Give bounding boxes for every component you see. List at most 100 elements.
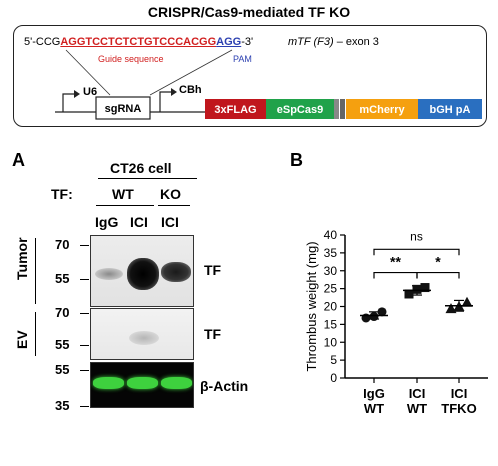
y-tick-label: 10 [324,335,338,349]
figure-title: CRISPR/Cas9-mediated TF KO [147,4,351,20]
band-tumor-igg [95,268,123,280]
gene-label: mTF (F3) – exon 3 [288,36,379,48]
cell-line-label: CT26 cell [110,160,172,176]
marker-actin-35: 35 [55,398,70,413]
marker-tick [80,345,89,346]
marker-tick [80,406,89,407]
sgrna-label: sgRNA [105,103,142,115]
cassette-label-espcas9: eSpCas9 [277,104,323,116]
data-point-square [420,283,430,293]
cassette-3xflag [205,99,266,119]
tf-genotype-label: TF: [51,186,73,202]
construct-box [13,25,487,127]
x-tick-label: ICI [451,386,468,401]
cbh-label: CBh [179,84,202,96]
construct-diagram: U6 sgRNA CBh 3xFLAG eSpCas9 mCherry bGH … [55,49,482,120]
bracket-line-right [149,49,233,96]
significance-igg-vs-ici-bracket [373,271,418,279]
lane-label-1: IgG [95,214,119,230]
protein-label-actin: β-Actin [200,378,249,394]
guide-label: Guide sequence [98,54,164,64]
protein-label-tumor: TF [204,262,222,278]
cassette-mcherry [346,99,418,119]
data-point-triangle [461,296,473,307]
data-point-circle [369,312,379,322]
seq-prefix: 5'-CCG [24,36,61,48]
y-tick-label: 40 [324,228,338,242]
u6-arrowhead-icon [74,90,80,98]
group-ko: KO [160,186,181,202]
data-point-square [412,284,422,294]
marker-tick [80,279,89,280]
marker-tick [80,313,89,314]
marker-tumor-70: 70 [55,237,70,252]
y-tick-label: 15 [324,317,338,331]
cassette-espcas9 [266,99,334,119]
gene-name: mTF (F3) [288,36,334,48]
x-tick-label: TFKO [441,401,476,416]
protein-label-ev: TF [204,326,222,342]
y-tick-label: 0 [330,371,337,385]
actin-blot [90,362,194,408]
marker-ev-70: 70 [55,305,70,320]
group-wt: WT [112,186,134,202]
y-tick-label: 5 [330,353,337,367]
significance-wt-vs-tfko-label: * [435,253,441,269]
y-tick-label: 35 [324,246,338,260]
x-tick-label: IgG [363,386,385,401]
band-actin-3 [161,377,192,389]
seq-suffix: -3' [241,36,254,48]
pam-sequence: AGG [216,36,242,48]
marker-tumor-55: 55 [55,271,70,286]
significance-ns-label: ns [410,229,423,243]
cassette-label-mcherry: mCherry [359,104,405,116]
panel-a-letter: A [12,150,25,170]
section-ev: EV [14,330,30,349]
cell-line-underline [98,178,197,179]
cassette-linker-2 [340,99,345,119]
band-ev-ici-wt [129,331,159,345]
band-actin-2 [127,377,158,389]
section-tumor: Tumor [14,237,30,280]
ko-underline [158,205,190,206]
pam-label: PAM [233,54,252,64]
x-tick-label: WT [407,401,427,416]
marker-actin-55: 55 [55,362,70,377]
section-tumor-bracket [35,238,36,304]
panel-b-letter: B [290,150,303,170]
u6-label: U6 [83,86,97,98]
sgrna-box [95,96,151,120]
cbh-arrowhead-icon [171,88,177,96]
cbh-arrow-icon [159,91,171,112]
marker-ev-55: 55 [55,337,70,352]
u6-arrow-icon [62,93,74,112]
cassette-label-bghpa: bGH pA [430,104,471,116]
data-point-circle [377,307,387,317]
marker-tick [80,245,89,246]
significance-wt-vs-tfko-bracket [416,271,460,279]
tumor-tf-blot [90,235,194,307]
x-tick-label: ICI [409,386,426,401]
wt-underline [96,205,154,206]
band-tumor-ici-ko [161,262,191,282]
exon-label: – exon 3 [336,36,379,48]
x-tick-label: WT [364,401,384,416]
cassette-label-3xflag: 3xFLAG [214,104,256,116]
section-ev-bracket [35,312,36,356]
target-sequence: 5'-CCGAGGTCCTCTCTGTCCCACGGAGG-3' [24,36,253,48]
cassette-linker-1 [334,99,339,119]
data-point-triangle [445,303,457,314]
marker-tick [80,370,89,371]
y-tick-label: 20 [324,300,338,314]
band-actin-1 [93,377,124,389]
lane-label-2: ICI [130,214,148,230]
y-tick-label: 30 [324,264,338,278]
lane-label-3: ICI [161,214,179,230]
ev-tf-blot [90,308,194,360]
significance-ns-bracket [373,248,460,256]
bracket-line-left [65,49,111,96]
band-tumor-ici-wt [127,258,159,290]
significance-igg-vs-ici-label: ** [390,253,401,269]
